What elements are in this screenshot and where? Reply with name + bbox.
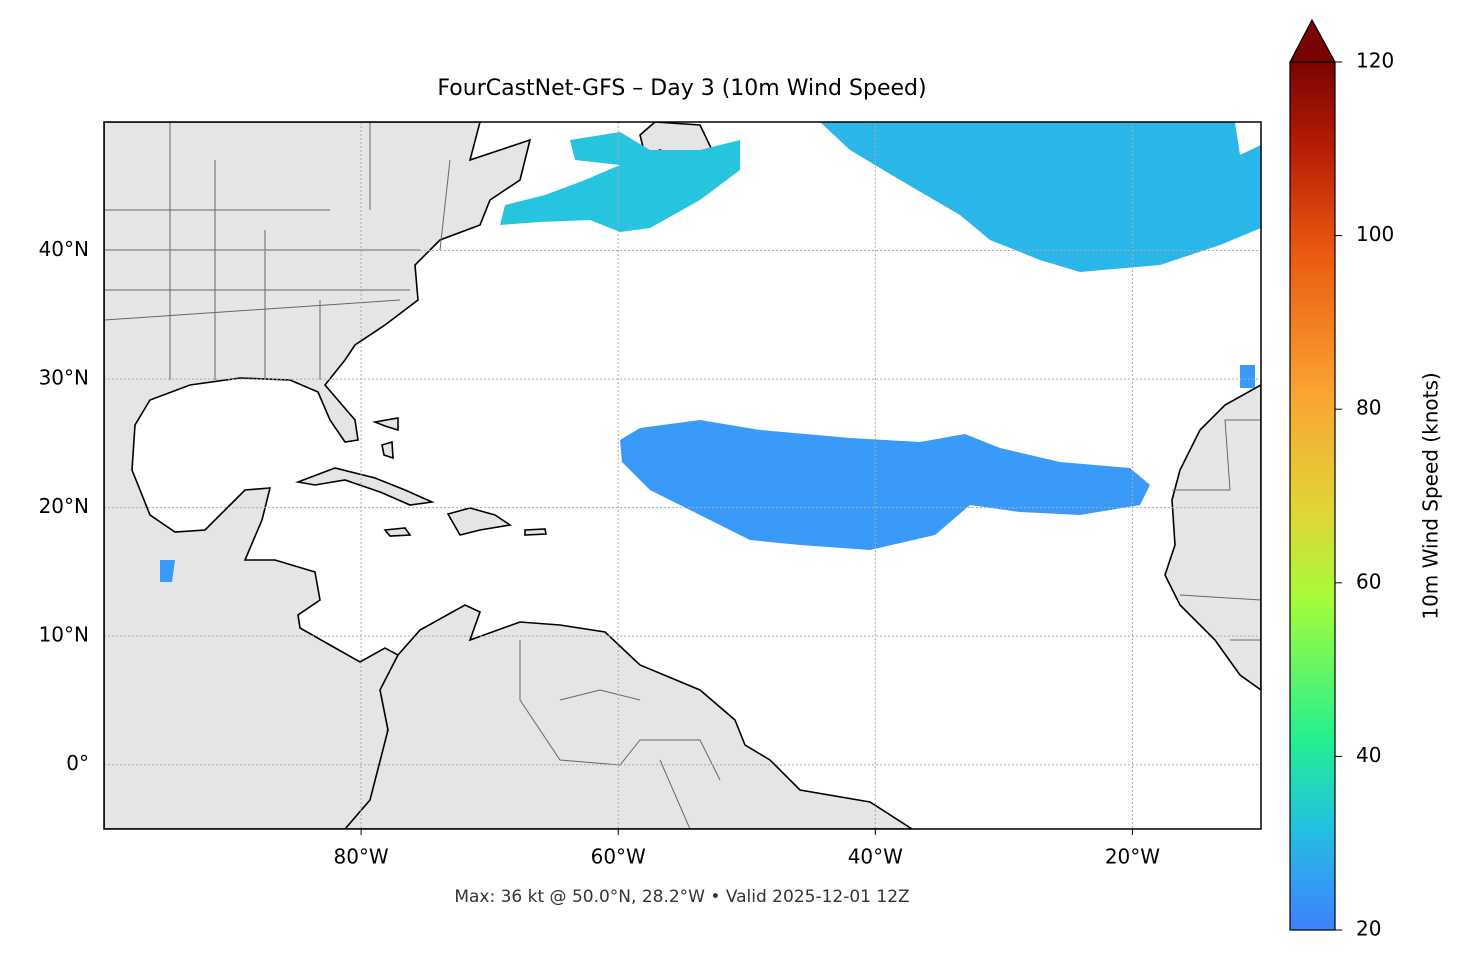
bahamas: [372, 417, 399, 460]
jamaica: [383, 527, 412, 537]
x-tick-label: 80°W: [333, 845, 388, 869]
x-tick-label: 60°W: [591, 845, 646, 869]
north-america: [104, 122, 532, 829]
y-tick-label: 40°N: [39, 237, 89, 261]
grid: [104, 122, 1261, 829]
south-america: [343, 604, 914, 829]
y-tick-label: 20°N: [39, 494, 89, 518]
wind-field: [160, 122, 1261, 582]
chart-title: FourCastNet-GFS – Day 3 (10m Wind Speed): [437, 76, 926, 101]
colorbar-label: 10m Wind Speed (knots): [1419, 372, 1443, 619]
colorbar-tick-label: 80: [1356, 396, 1381, 420]
map-frame: [103, 121, 1262, 830]
y-tick-label: 10°N: [39, 623, 89, 647]
cuba: [294, 467, 435, 506]
map-area: [104, 122, 1261, 829]
colorbar-tick-label: 40: [1356, 743, 1381, 767]
colorbar: [1289, 61, 1336, 931]
colorbar-extend: [1289, 18, 1337, 63]
puerto-rico: [524, 528, 547, 536]
y-tick-label: 30°N: [39, 366, 89, 390]
colorbar-tick-label: 60: [1356, 569, 1381, 593]
colorbar-tick-label: 20: [1356, 917, 1381, 941]
africa: [1164, 384, 1261, 691]
colorbar-tick-label: 120: [1356, 49, 1394, 73]
colorbar-tick-label: 100: [1356, 222, 1394, 246]
annotation: Max: 36 kt @ 50.0°N, 28.2°W • Valid 2025…: [454, 887, 909, 907]
y-tick-label: 0°: [66, 751, 89, 775]
hispaniola: [446, 507, 513, 536]
x-tick-label: 40°W: [848, 845, 903, 869]
x-tick-label: 20°W: [1105, 845, 1160, 869]
